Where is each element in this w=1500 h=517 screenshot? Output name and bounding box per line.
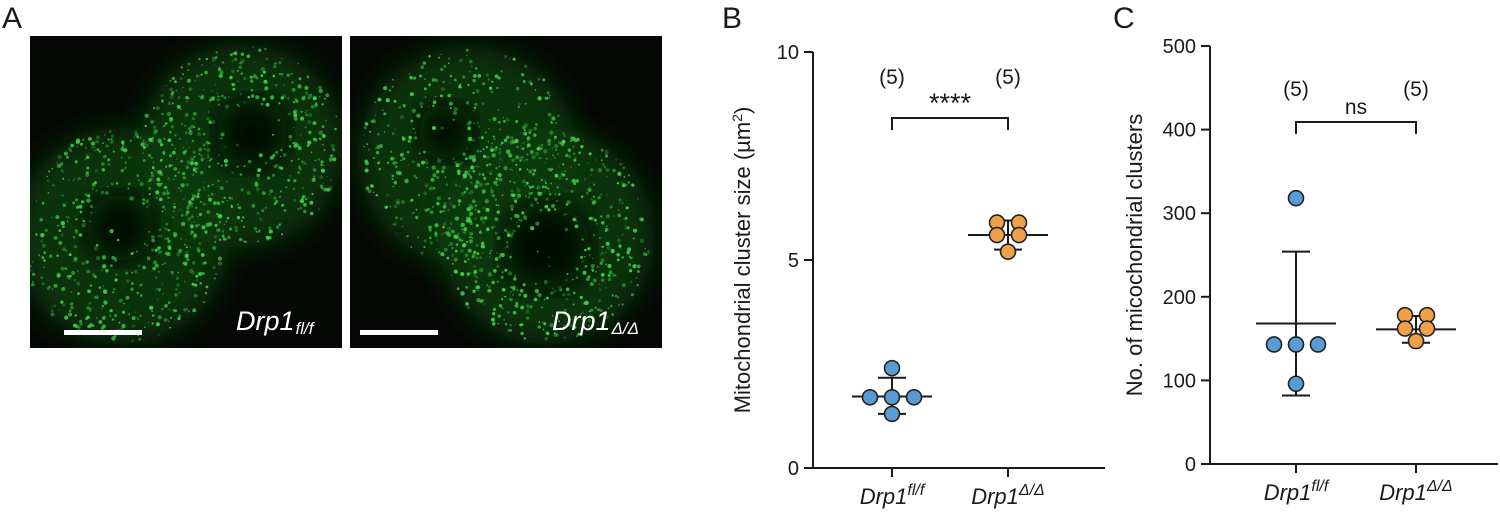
data-point <box>1287 336 1305 353</box>
genotype-label-fl: Drp1fl/f <box>236 306 314 338</box>
chart-cluster-count: 0 100 200 300 400 500 No. of micochondrial clu… <box>1122 36 1498 505</box>
data-point <box>883 388 901 406</box>
y-axis-label: Mitochondrial cluster size (µm2) <box>729 107 755 414</box>
y-tick-label: 5 <box>788 250 799 272</box>
y-tick-label: 10 <box>777 42 799 64</box>
x-tick-label: Drp1Δ/Δ <box>971 482 1045 509</box>
micrograph-fl-image <box>30 44 342 344</box>
data-point <box>1407 332 1425 350</box>
panel-label-c: C <box>1113 2 1135 35</box>
data-point <box>999 243 1017 260</box>
n-label: (5) <box>879 66 905 89</box>
significance-label: ns <box>1345 96 1367 119</box>
panel-label-b: B <box>722 2 743 35</box>
x-tick-label: Drp1Δ/Δ <box>1379 478 1453 505</box>
n-label: (5) <box>1283 78 1309 101</box>
data-point <box>1287 189 1305 207</box>
nucleus <box>502 202 590 290</box>
nucleus <box>418 104 474 160</box>
genotype-base: Drp1 <box>552 306 611 336</box>
micrograph-fl: Drp1fl/f <box>30 36 342 348</box>
data-point <box>1396 320 1414 337</box>
y-tick-label: 0 <box>1185 454 1196 476</box>
data-point <box>883 405 901 423</box>
genotype-sup: Δ/Δ <box>611 319 640 338</box>
significance-bracket <box>1295 121 1417 134</box>
chart-cluster-size: 0 5 10 Mitochondrial cluster size (µm2) Drp1… <box>729 42 1105 509</box>
genotype-label-ko: Drp1Δ/Δ <box>552 306 640 338</box>
micrograph-ko: Drp1Δ/Δ <box>350 36 662 348</box>
data-point <box>1287 375 1305 393</box>
micrograph-ko-image <box>358 46 654 344</box>
y-tick-label: 100 <box>1163 370 1196 392</box>
x-tick-label: Drp1fl/f <box>860 482 926 509</box>
y-tick-label: 400 <box>1163 120 1196 142</box>
data-point <box>1309 336 1327 353</box>
data-point <box>905 388 923 406</box>
genotype-base: Drp1 <box>236 306 295 336</box>
n-label: (5) <box>1403 78 1429 101</box>
x-tick-label: Drp1fl/f <box>1264 478 1330 505</box>
genotype-sup: fl/f <box>295 319 314 338</box>
y-tick-label: 500 <box>1163 36 1196 58</box>
mitochondria-speckles <box>363 48 650 341</box>
data-point <box>1418 320 1436 337</box>
y-tick-label: 300 <box>1163 203 1196 225</box>
nucleus <box>86 194 154 262</box>
y-axis-label: No. of micochondrial clusters <box>1122 114 1147 396</box>
significance-bracket <box>891 117 1009 130</box>
significance-label: **** <box>929 88 972 118</box>
n-label: (5) <box>995 66 1021 89</box>
data-point <box>1010 226 1028 244</box>
nucleus <box>216 98 288 170</box>
data-point <box>1265 336 1283 353</box>
y-tick-label: 200 <box>1163 287 1196 309</box>
data-point <box>988 226 1006 244</box>
data-point <box>883 359 901 377</box>
scale-bar <box>360 330 438 335</box>
scale-bar <box>64 330 142 335</box>
y-tick-label: 0 <box>788 458 799 480</box>
panel-label-a: A <box>2 2 23 35</box>
data-point <box>861 388 879 406</box>
